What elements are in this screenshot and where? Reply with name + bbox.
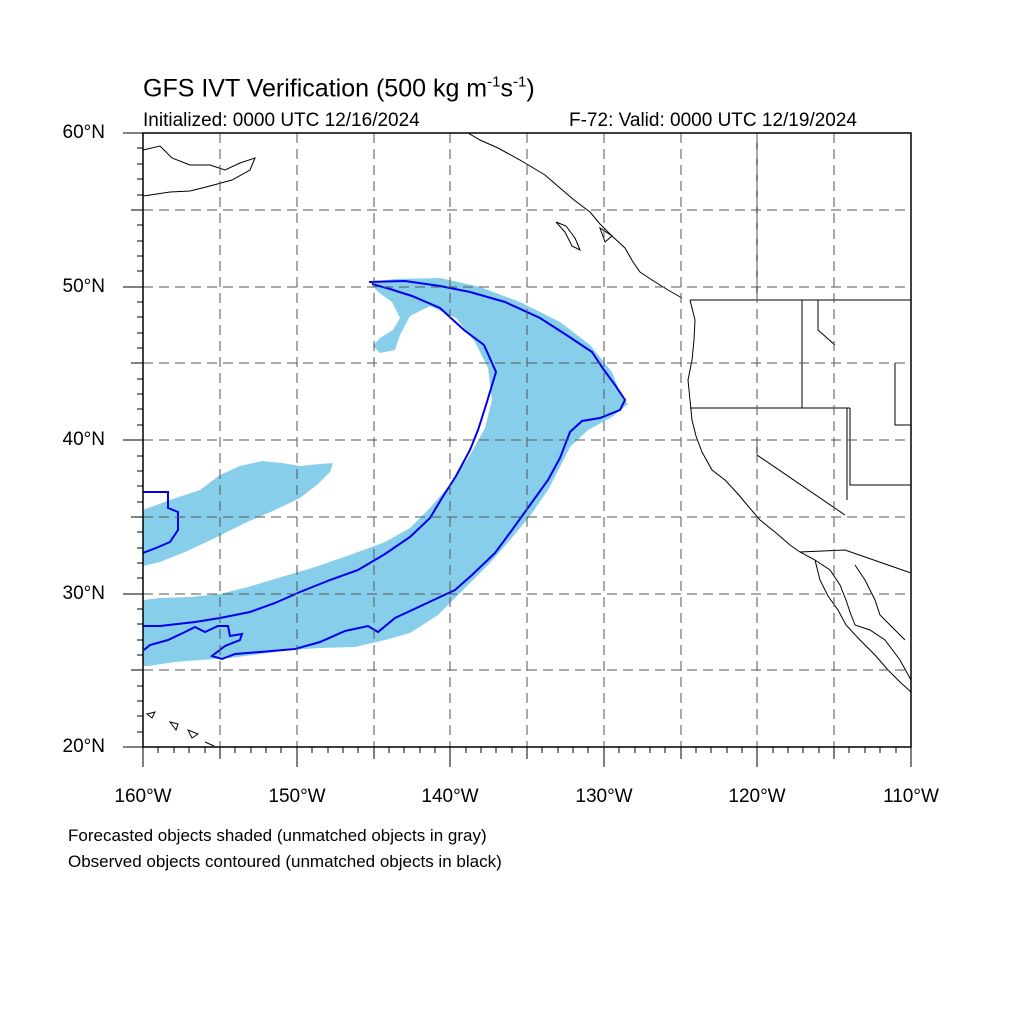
legend-forecast-note: Forecasted objects shaded (unmatched obj… bbox=[68, 826, 487, 845]
lat-tick-label: 30°N bbox=[62, 583, 105, 604]
coast-alaska-west bbox=[143, 145, 256, 197]
forecast-object-west bbox=[143, 461, 333, 566]
valid-time: F-72: Valid: 0000 UTC 12/19/2024 bbox=[569, 110, 857, 131]
lon-tick-label: 140°W bbox=[421, 786, 479, 807]
lat-tick-label: 40°N bbox=[62, 429, 105, 450]
lon-tick-label: 110°W bbox=[883, 786, 939, 807]
forecast-object-main bbox=[143, 278, 628, 666]
lon-tick-label: 150°W bbox=[268, 786, 326, 807]
borders-states bbox=[690, 133, 911, 574]
observed-contour-main bbox=[143, 279, 627, 661]
coast-alaska bbox=[467, 133, 683, 299]
legend-observed-note: Observed objects contoured (unmatched ob… bbox=[68, 852, 502, 871]
lon-tick-label: 160°W bbox=[114, 786, 172, 807]
coast-hawaii bbox=[145, 711, 215, 747]
lat-tick-label: 60°N bbox=[62, 122, 105, 143]
forecast-objects bbox=[143, 278, 628, 666]
coast-baja bbox=[814, 559, 911, 693]
coastlines bbox=[143, 133, 911, 747]
lon-tick-label: 130°W bbox=[575, 786, 633, 807]
observed-contour-west bbox=[143, 491, 179, 554]
chart-title: GFS IVT Verification (500 kg m-1s-1) bbox=[143, 74, 535, 103]
tick-marks bbox=[123, 132, 912, 767]
coast-islands-bc bbox=[555, 221, 613, 252]
lat-tick-label: 20°N bbox=[62, 736, 105, 757]
lat-tick-label: 50°N bbox=[62, 276, 105, 297]
initialized-time: Initialized: 0000 UTC 12/16/2024 bbox=[143, 110, 420, 131]
graticule bbox=[143, 133, 911, 747]
observed-objects bbox=[143, 279, 627, 661]
lon-tick-label: 120°W bbox=[728, 786, 786, 807]
coast-us-west bbox=[687, 299, 911, 681]
